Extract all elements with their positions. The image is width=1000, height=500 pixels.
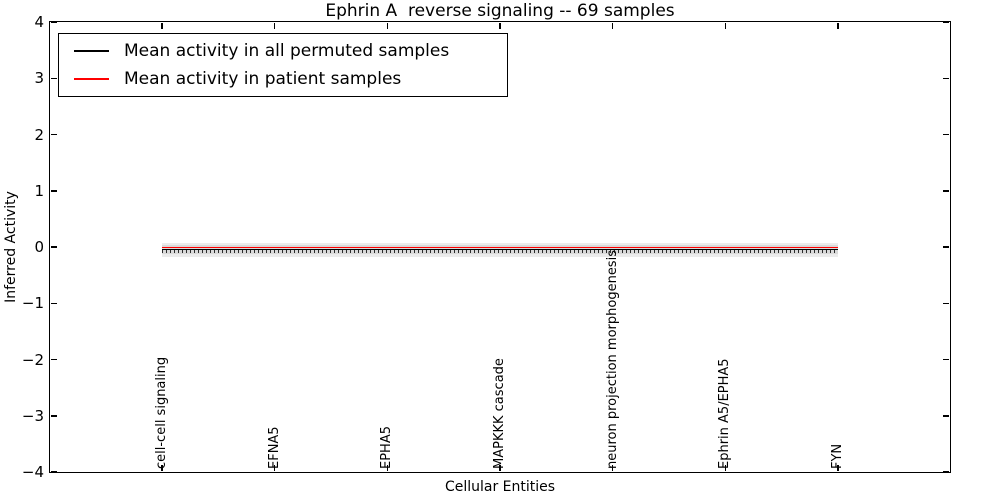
y-tick-label: −4 — [21, 463, 44, 481]
y-tick-label: 2 — [34, 125, 44, 144]
y-axis-label: Inferred Activity — [3, 191, 19, 303]
y-tick-label: −3 — [21, 406, 44, 425]
legend-entry-label: Mean activity in patient samples — [124, 69, 402, 89]
legend-entry: Mean activity in all permuted samples — [74, 38, 507, 64]
legend: Mean activity in all permuted samples Mea… — [58, 33, 508, 97]
y-tick-label: 3 — [34, 69, 44, 88]
legend-entry: Mean activity in patient samples — [74, 66, 507, 92]
legend-line-sample — [74, 78, 109, 80]
legend-line-sample — [74, 50, 109, 52]
y-tick-label: 4 — [34, 13, 44, 31]
y-tick-label: −2 — [21, 350, 44, 369]
legend-entry-label: Mean activity in all permuted samples — [124, 41, 450, 61]
chart-title: Ephrin A reverse signaling -- 69 samples — [325, 1, 675, 21]
x-axis-label: Cellular Entities — [444, 479, 556, 495]
